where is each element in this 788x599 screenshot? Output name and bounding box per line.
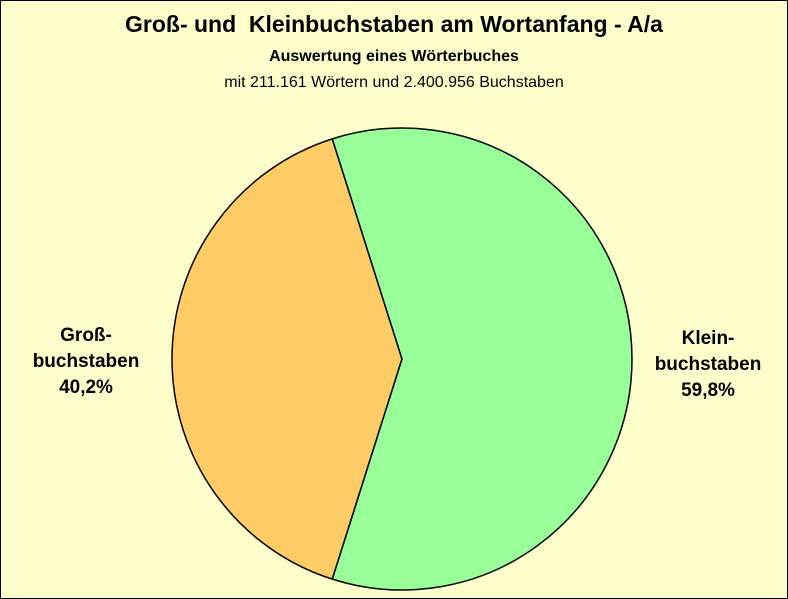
pie-slice-klein	[331, 127, 633, 591]
chart-subtitle-details: mit 211.161 Wörtern und 2.400.956 Buchst…	[224, 74, 564, 91]
slice-label-klein-line1: Klein-	[681, 328, 735, 349]
slice-label-gross: Groß- buchstaben 40,2%	[11, 323, 161, 401]
slice-label-klein-line2: buchstaben	[654, 354, 762, 375]
pie-slice-gross	[171, 138, 403, 580]
slice-label-gross-line1: Groß-	[60, 325, 112, 346]
slice-value-gross: 40,2%	[59, 377, 113, 398]
chart-title: Groß- und Kleinbuchstaben am Wortanfang …	[125, 11, 663, 37]
slice-value-klein: 59,8%	[681, 380, 735, 401]
slice-label-klein: Klein- buchstaben 59,8%	[633, 326, 783, 404]
slice-label-gross-line2: buchstaben	[32, 351, 140, 372]
chart-subtitle: Auswertung eines Wörterbuches	[269, 48, 519, 65]
